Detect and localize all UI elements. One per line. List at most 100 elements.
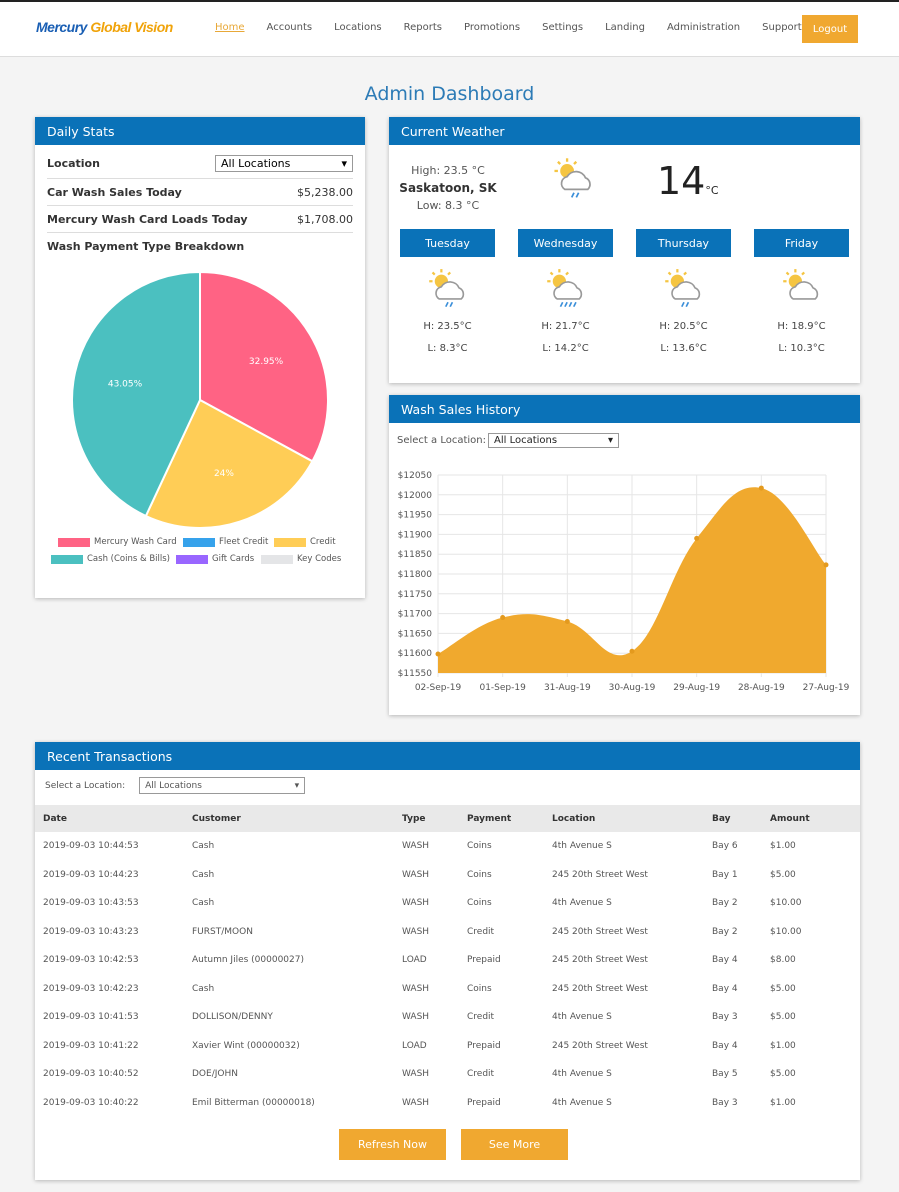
select-label: Select a Location: bbox=[397, 435, 486, 446]
area-fill bbox=[438, 487, 826, 673]
cell: Bay 3 bbox=[712, 1012, 738, 1023]
legend-item[interactable]: Fleet Credit bbox=[183, 537, 268, 547]
nav-item-home[interactable]: Home bbox=[215, 22, 245, 33]
cell: Autumn Jiles (00000027) bbox=[192, 955, 304, 966]
daily-stats-panel: Daily Stats Location All Locations ▾ Car … bbox=[35, 117, 365, 598]
x-tick-label: 01-Sep-19 bbox=[479, 683, 526, 693]
legend-item[interactable]: Mercury Wash Card bbox=[58, 537, 177, 547]
cell: FURST/MOON bbox=[192, 926, 253, 937]
y-tick-label: $12000 bbox=[398, 491, 433, 501]
nav-item-accounts[interactable]: Accounts bbox=[266, 22, 313, 33]
legend-item[interactable]: Key Codes bbox=[261, 554, 341, 564]
data-point[interactable] bbox=[694, 535, 700, 541]
cell: 4th Avenue S bbox=[552, 898, 612, 909]
cell: $5.00 bbox=[770, 1012, 796, 1023]
table-row[interactable]: 2019-09-03 10:42:23 Cash WASH Coins 245 20th… bbox=[35, 975, 860, 1004]
cell: Bay 2 bbox=[712, 926, 738, 937]
refresh-now-button[interactable]: Refresh Now bbox=[339, 1129, 446, 1160]
cell: $8.00 bbox=[770, 955, 796, 966]
table-row[interactable]: 2019-09-03 10:44:23 Cash WASH Coins 245 20th… bbox=[35, 861, 860, 890]
legend-item[interactable]: Cash (Coins & Bills) bbox=[51, 554, 170, 564]
table-row[interactable]: 2019-09-03 10:42:53 Autumn Jiles (0000002… bbox=[35, 946, 860, 975]
data-point[interactable] bbox=[564, 619, 570, 625]
column-header: Customer bbox=[184, 805, 394, 832]
legend-item[interactable]: Gift Cards bbox=[176, 554, 254, 564]
cell: Cash bbox=[192, 841, 215, 852]
nav-item-settings[interactable]: Settings bbox=[542, 22, 584, 33]
legend-item[interactable]: Credit bbox=[274, 537, 336, 547]
cell: LOAD bbox=[402, 1040, 427, 1051]
see-more-button[interactable]: See More bbox=[461, 1129, 568, 1160]
cell: Bay 2 bbox=[712, 898, 738, 909]
table-row[interactable]: 2019-09-03 10:41:22 Xavier Wint (00000032… bbox=[35, 1032, 860, 1061]
cell: Bay 4 bbox=[712, 1040, 738, 1051]
sun-cloud-icon bbox=[782, 268, 819, 301]
nav-item-promotions[interactable]: Promotions bbox=[464, 22, 521, 33]
x-tick-label: 27-Aug-19 bbox=[803, 683, 850, 693]
cell: Coins bbox=[467, 898, 492, 909]
dropdown-arrow-icon: ▾ bbox=[607, 435, 613, 446]
cell: 2019-09-03 10:43:23 bbox=[43, 926, 139, 937]
legend-swatch bbox=[183, 537, 215, 547]
nav-item-locations[interactable]: Locations bbox=[334, 22, 382, 33]
pie-slice-0[interactable] bbox=[199, 270, 329, 463]
cell: 2019-09-03 10:44:53 bbox=[43, 841, 139, 852]
y-tick-label: $11900 bbox=[398, 530, 433, 540]
forecast-high: H: 21.7°C bbox=[541, 321, 590, 332]
pie-slice-2[interactable] bbox=[144, 398, 314, 529]
nav-item-reports[interactable]: Reports bbox=[403, 22, 442, 33]
cell: Cash bbox=[192, 869, 215, 880]
table-row[interactable]: 2019-09-03 10:43:23 FURST/MOON WASH Credit 2… bbox=[35, 918, 860, 947]
dropdown-arrow-icon: ▾ bbox=[294, 780, 300, 791]
data-point[interactable] bbox=[500, 615, 506, 621]
sun-cloud-rain-icon bbox=[553, 157, 592, 198]
cell: 2019-09-03 10:41:53 bbox=[43, 1012, 139, 1023]
weather-panel: Current Weather High: 23.5 °C Saskatoon,… bbox=[389, 117, 860, 383]
car-wash-value: $5,238.00 bbox=[297, 185, 353, 199]
cell: 2019-09-03 10:40:52 bbox=[43, 1069, 139, 1080]
cell: Coins bbox=[467, 841, 492, 852]
data-point[interactable] bbox=[823, 562, 829, 568]
x-tick-label: 29-Aug-19 bbox=[673, 683, 720, 693]
cell: Bay 4 bbox=[712, 955, 738, 966]
forecast-low: L: 8.3°C bbox=[427, 343, 468, 354]
y-tick-label: $11550 bbox=[398, 669, 433, 679]
breakdown-label: Wash Payment Type Breakdown bbox=[47, 240, 245, 253]
select-label: Select a Location: bbox=[45, 780, 126, 791]
table-row[interactable]: 2019-09-03 10:40:52 DOE/JOHN WASH Credit 4th… bbox=[35, 1060, 860, 1089]
data-point[interactable] bbox=[629, 648, 635, 654]
forecast-day-tuesday: Tuesday bbox=[400, 229, 495, 257]
logout-button[interactable]: Logout bbox=[802, 15, 858, 43]
pie-slice-3[interactable] bbox=[71, 270, 201, 518]
legend-swatch bbox=[58, 537, 90, 547]
cell: $5.00 bbox=[770, 1069, 796, 1080]
nav-item-landing[interactable]: Landing bbox=[605, 22, 645, 33]
cell: Bay 3 bbox=[712, 1097, 738, 1108]
cell: Bay 1 bbox=[712, 869, 738, 880]
cell: 2019-09-03 10:42:53 bbox=[43, 955, 139, 966]
cell: Coins bbox=[467, 869, 492, 880]
data-point[interactable] bbox=[435, 651, 441, 657]
cell: DOE/JOHN bbox=[192, 1069, 238, 1080]
y-tick-label: $11800 bbox=[398, 570, 433, 580]
nav-item-administration[interactable]: Administration bbox=[666, 22, 741, 33]
table-row[interactable]: 2019-09-03 10:43:53 Cash WASH Coins 4th Aven… bbox=[35, 889, 860, 918]
transactions-location-select[interactable]: All Locations ▾ bbox=[139, 777, 306, 794]
cell: 245 20th Street West bbox=[552, 926, 648, 937]
table-row[interactable]: 2019-09-03 10:40:22 Emil Bitterman (00000… bbox=[35, 1089, 860, 1118]
nav-item-support[interactable]: Support bbox=[762, 22, 802, 33]
car-wash-label: Car Wash Sales Today bbox=[47, 185, 182, 199]
data-point[interactable] bbox=[758, 485, 764, 491]
y-tick-label: $12050 bbox=[398, 471, 433, 481]
y-tick-label: $11600 bbox=[398, 649, 433, 659]
y-tick-label: $11650 bbox=[398, 629, 433, 639]
location-select[interactable]: All Locations ▾ bbox=[215, 155, 353, 172]
table-row[interactable]: 2019-09-03 10:44:53 Cash WASH Coins 4th Aven… bbox=[35, 832, 860, 861]
cell: 2019-09-03 10:40:22 bbox=[43, 1097, 139, 1108]
table-row[interactable]: 2019-09-03 10:41:53 DOLLISON/DENNY WASH Cre… bbox=[35, 1003, 860, 1032]
cell: $1.00 bbox=[770, 841, 796, 852]
logo[interactable]: Mercury Global Vision bbox=[36, 19, 173, 35]
column-header: Amount bbox=[762, 805, 860, 832]
current-temp: 14°C bbox=[657, 159, 719, 203]
history-location-select[interactable]: All Locations ▾ bbox=[488, 433, 619, 448]
